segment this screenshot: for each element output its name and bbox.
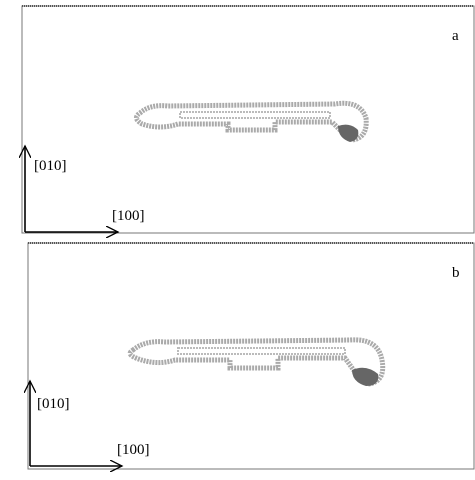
panel: b [010] [100] (28, 243, 474, 469)
panel-label: a (452, 28, 459, 44)
panel-frame (28, 243, 474, 469)
page: {"panels": [ {"label": "a", "axes": {"ve… (0, 0, 475, 475)
figure: a [010] [100] b [010] [100] (0, 0, 475, 475)
axis-label: [100] (117, 442, 150, 458)
panel: a [010] [100] (22, 6, 474, 233)
dislocation-loop (130, 340, 383, 386)
panel-label: b (452, 265, 460, 281)
axis-label: [100] (112, 208, 145, 224)
dislocation-loop (136, 103, 366, 142)
axis-label: [010] (37, 396, 70, 412)
panel-frame (22, 6, 474, 233)
axis-label: [010] (34, 158, 67, 174)
